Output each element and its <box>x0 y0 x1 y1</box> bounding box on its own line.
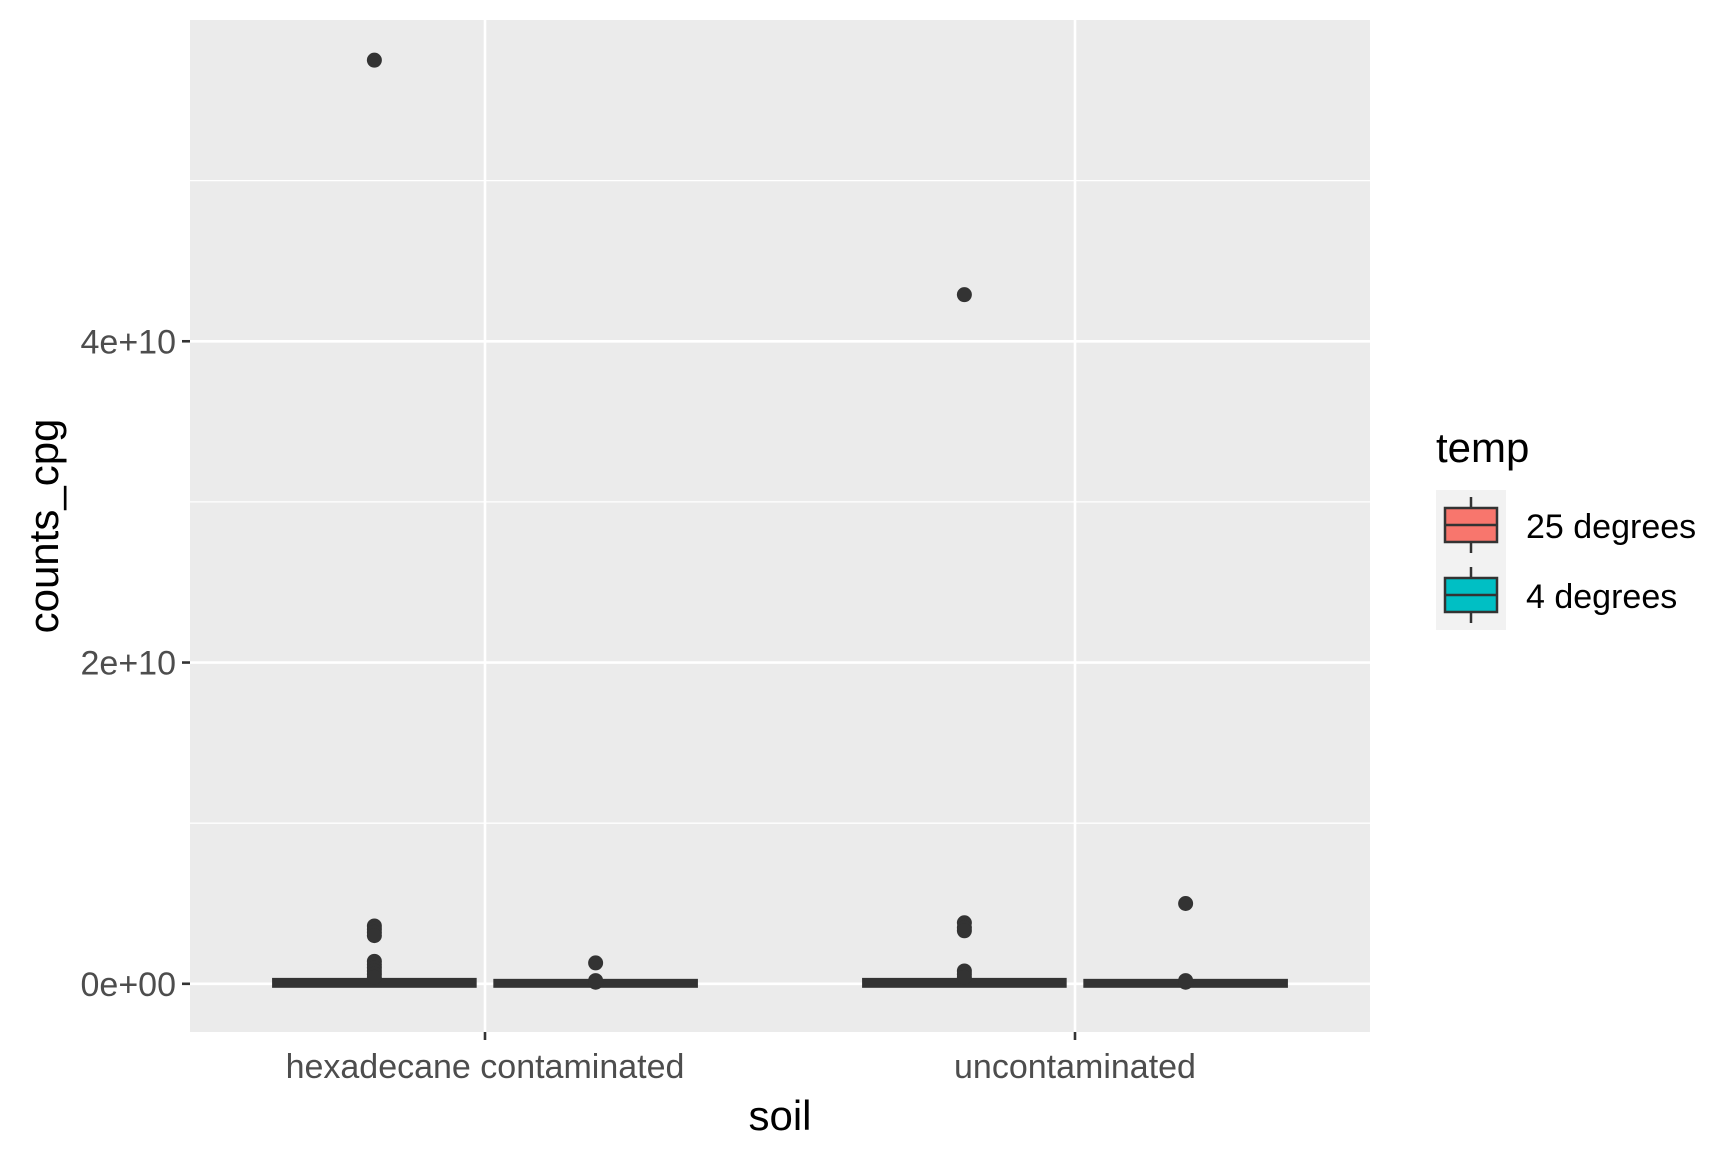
outlier-point <box>1178 895 1194 911</box>
x-axis-title: soil <box>748 1092 811 1139</box>
y-tick-label: 4e+10 <box>81 323 177 361</box>
outlier-point <box>956 287 972 303</box>
outlier-point <box>588 974 604 990</box>
outlier-point <box>588 955 604 971</box>
legend-label-4-degrees: 4 degrees <box>1526 578 1677 616</box>
legend-keys <box>1443 497 1499 623</box>
outlier-point <box>366 928 382 944</box>
box-uncontaminated-4-degrees <box>1083 895 1288 990</box>
legend-title: temp <box>1436 424 1529 471</box>
x-tick-label: uncontaminated <box>954 1048 1196 1086</box>
outlier-point <box>956 923 972 939</box>
outlier-point <box>366 52 382 68</box>
y-tick-label: 0e+00 <box>81 966 177 1004</box>
box-uncontaminated-25-degrees <box>862 287 1067 988</box>
outlier-point <box>956 969 972 985</box>
box-hexadecane-contaminated-25-degrees <box>272 52 477 988</box>
x-tick-label: hexadecane contaminated <box>286 1048 685 1086</box>
y-tick-label: 2e+10 <box>81 645 177 683</box>
legend-key-25-degrees <box>1443 497 1499 553</box>
grid-minor <box>190 179 1370 824</box>
outlier-point <box>1178 974 1194 990</box>
plot-panel <box>190 20 1370 1032</box>
y-axis: 0e+00 2e+10 4e+10 <box>81 323 190 1004</box>
box-layer <box>272 52 1288 990</box>
box-hexadecane-contaminated-4-degrees <box>493 955 698 990</box>
x-axis: hexadecane contaminated uncontaminated <box>286 1032 1196 1086</box>
legend-key-4-degrees <box>1443 567 1499 623</box>
outlier-point <box>366 969 382 985</box>
y-axis-title: counts_cpg <box>20 419 67 634</box>
legend: temp 25 degrees 4 degrees <box>1436 424 1696 630</box>
legend-label-25-degrees: 25 degrees <box>1526 508 1696 546</box>
